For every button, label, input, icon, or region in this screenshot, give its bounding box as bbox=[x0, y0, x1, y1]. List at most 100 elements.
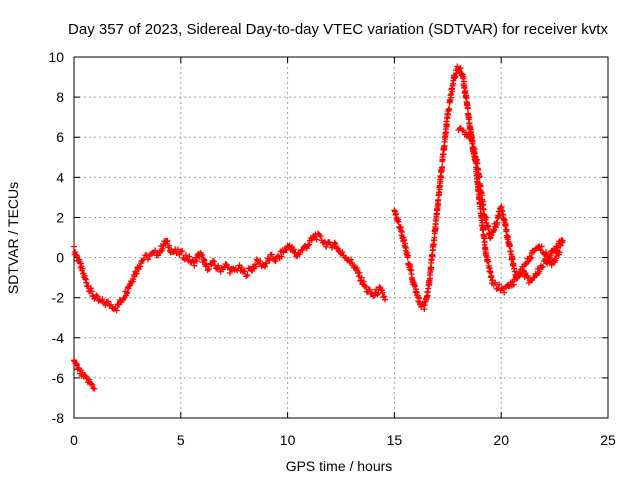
data-point bbox=[536, 268, 543, 275]
data-point bbox=[495, 213, 502, 220]
data-point bbox=[91, 385, 98, 392]
data-point bbox=[411, 283, 418, 290]
y-tick-label: 6 bbox=[56, 129, 64, 145]
data-point bbox=[203, 261, 210, 268]
data-point bbox=[323, 243, 330, 250]
x-axis-label: GPS time / hours bbox=[286, 458, 393, 474]
y-axis-ticks: -8 -6 -4 -2 0 2 4 6 8 10 bbox=[48, 49, 608, 426]
data-point bbox=[143, 252, 150, 259]
data-point bbox=[179, 248, 186, 255]
y-tick-label: 4 bbox=[56, 169, 64, 185]
data-point bbox=[543, 249, 550, 256]
data-point bbox=[379, 289, 386, 296]
data-point bbox=[193, 258, 200, 265]
data-point bbox=[191, 262, 198, 269]
data-point bbox=[477, 183, 484, 190]
data-point bbox=[559, 237, 566, 244]
data-point bbox=[331, 239, 338, 246]
data-point bbox=[204, 267, 211, 274]
data-point bbox=[299, 247, 306, 254]
data-point bbox=[496, 281, 503, 288]
chart-title: Day 357 of 2023, Sidereal Day-to-day VTE… bbox=[68, 21, 608, 38]
data-point bbox=[198, 252, 205, 259]
data-point bbox=[88, 288, 95, 295]
data-point bbox=[539, 263, 546, 270]
data-point bbox=[548, 262, 555, 269]
data-point bbox=[374, 291, 381, 298]
data-point bbox=[303, 245, 310, 252]
data-point bbox=[356, 269, 363, 276]
data-point bbox=[528, 254, 535, 261]
x-tick-label: 15 bbox=[387, 432, 403, 448]
data-point bbox=[71, 357, 77, 364]
data-point bbox=[469, 138, 476, 145]
y-tick-label: 2 bbox=[56, 209, 64, 225]
data-point bbox=[176, 251, 183, 258]
data-point bbox=[164, 237, 171, 244]
data-point bbox=[262, 263, 269, 270]
data-point bbox=[449, 88, 456, 95]
x-tick-label: 20 bbox=[493, 432, 509, 448]
data-point bbox=[437, 174, 444, 181]
data-point bbox=[502, 221, 509, 228]
data-point bbox=[509, 256, 516, 263]
data-point bbox=[371, 292, 378, 299]
data-point bbox=[357, 277, 364, 284]
data-point bbox=[381, 293, 388, 300]
data-point bbox=[483, 214, 490, 221]
data-point bbox=[485, 225, 492, 232]
data-point bbox=[481, 233, 488, 240]
data-point bbox=[492, 279, 499, 286]
data-point bbox=[159, 245, 166, 252]
data-point bbox=[556, 249, 563, 256]
data-point bbox=[428, 264, 435, 271]
data-point bbox=[443, 121, 450, 128]
data-point bbox=[317, 233, 324, 240]
data-point bbox=[252, 263, 259, 270]
data-point bbox=[205, 265, 212, 272]
grid-lines bbox=[74, 57, 608, 418]
data-point bbox=[186, 253, 193, 260]
y-tick-label: 10 bbox=[48, 49, 64, 65]
data-points bbox=[71, 63, 566, 392]
data-point bbox=[348, 256, 355, 263]
data-point bbox=[527, 255, 534, 262]
data-point bbox=[332, 240, 339, 247]
data-point bbox=[133, 270, 140, 277]
data-point bbox=[501, 289, 508, 296]
data-point bbox=[313, 236, 320, 243]
data-point bbox=[355, 273, 362, 280]
data-point bbox=[278, 253, 285, 260]
data-point bbox=[243, 273, 250, 280]
data-point bbox=[177, 248, 184, 255]
y-tick-label: 0 bbox=[56, 250, 64, 266]
data-point bbox=[304, 242, 311, 249]
data-point bbox=[401, 237, 408, 244]
x-axis-ticks: 0 5 10 15 20 25 bbox=[70, 57, 616, 448]
data-point bbox=[362, 283, 369, 290]
x-tick-label: 5 bbox=[177, 432, 185, 448]
data-point bbox=[446, 105, 453, 112]
data-point bbox=[290, 246, 297, 253]
data-point bbox=[272, 258, 279, 265]
data-point bbox=[89, 381, 96, 388]
data-point bbox=[210, 258, 217, 265]
plot-frame bbox=[73, 56, 609, 419]
data-point bbox=[511, 265, 518, 272]
x-tick-label: 25 bbox=[600, 432, 616, 448]
y-tick-label: 8 bbox=[56, 89, 64, 105]
data-point bbox=[546, 252, 553, 259]
data-point bbox=[220, 266, 227, 273]
data-point bbox=[429, 253, 436, 260]
plot-border bbox=[73, 56, 609, 419]
data-point bbox=[507, 243, 514, 250]
data-point bbox=[452, 74, 459, 81]
x-tick-label: 0 bbox=[70, 432, 78, 448]
data-point bbox=[257, 258, 264, 265]
data-point bbox=[105, 298, 112, 305]
data-point bbox=[271, 257, 278, 264]
data-point bbox=[395, 218, 402, 225]
data-point bbox=[404, 252, 411, 259]
data-point bbox=[464, 105, 471, 112]
